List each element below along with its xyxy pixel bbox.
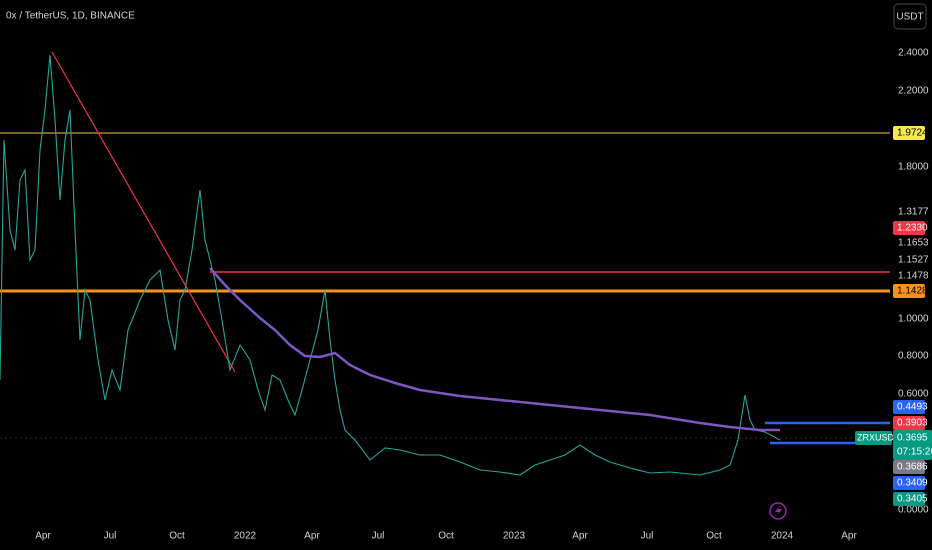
price-axis-label: 1.1653 bbox=[898, 238, 929, 249]
price-tag bbox=[893, 460, 925, 474]
time-axis-label: Apr bbox=[35, 531, 51, 542]
price-tag-label: 0.3903 bbox=[897, 418, 928, 429]
time-axis-label: Oct bbox=[438, 531, 454, 542]
price-tag bbox=[893, 492, 925, 506]
price-tag bbox=[893, 284, 925, 298]
currency-button[interactable] bbox=[893, 3, 927, 30]
time-axis-label: Apr bbox=[572, 531, 588, 542]
price-tag-label: 0.4493 bbox=[897, 402, 928, 413]
price-axis-label: 2.4000 bbox=[898, 48, 929, 59]
price-tag-label: 1.2330 bbox=[897, 223, 928, 234]
event-icon-bolt bbox=[775, 505, 782, 517]
symbol-tag-name: ZRXUSDT bbox=[857, 432, 900, 442]
price-axis-label: 0.8000 bbox=[898, 351, 929, 362]
time-axis-label: Jul bbox=[104, 531, 117, 542]
currency-button-label[interactable]: USDT bbox=[896, 12, 923, 23]
price-axis-label: 1.0000 bbox=[898, 314, 929, 325]
moving-average bbox=[209, 267, 780, 432]
price-tag-label: 0.3405 bbox=[897, 494, 928, 505]
time-axis-label: Apr bbox=[304, 531, 320, 542]
price-axis-label: 1.3177 bbox=[898, 207, 929, 218]
symbol-price-tag bbox=[893, 430, 932, 460]
time-axis-label: 2024 bbox=[771, 531, 794, 542]
event-icon[interactable] bbox=[769, 502, 787, 520]
price-series bbox=[0, 54, 781, 476]
price-tag-label: 0.3686 bbox=[897, 462, 928, 473]
price-tag bbox=[893, 476, 925, 490]
price-axis-label: 2.2000 bbox=[898, 86, 929, 97]
symbol-price: 0.3695 bbox=[897, 433, 928, 444]
price-tag-label: 1.1428 bbox=[897, 286, 928, 297]
trend-line bbox=[51, 51, 236, 373]
price-tag-label: 0.3409 bbox=[897, 478, 928, 489]
time-axis-label: Oct bbox=[169, 531, 185, 542]
price-tag bbox=[893, 400, 925, 414]
price-axis-label: 0.0000 bbox=[898, 505, 929, 516]
plot-area bbox=[0, 51, 890, 520]
price-tag bbox=[893, 221, 925, 235]
time-axis-label: 2023 bbox=[503, 531, 526, 542]
price-axis-label: 0.6000 bbox=[898, 389, 929, 400]
price-tag bbox=[893, 126, 925, 140]
time-axis-label: 2022 bbox=[234, 531, 257, 542]
price-tag bbox=[893, 416, 925, 430]
time-axis-label: Apr bbox=[841, 531, 857, 542]
price-axis-label: 1.8000 bbox=[898, 162, 929, 173]
symbol-tag bbox=[855, 431, 892, 445]
bar-countdown: 07:15:26 bbox=[897, 447, 932, 458]
time-axis-label: Jul bbox=[372, 531, 385, 542]
time-axis-label: Oct bbox=[706, 531, 722, 542]
symbol-title: 0x / TetherUS, 1D, BINANCE bbox=[6, 11, 135, 22]
price-tag-label: 1.9724 bbox=[897, 128, 928, 139]
price-axis-label: 1.1478 bbox=[898, 271, 929, 282]
time-axis-label: Jul bbox=[641, 531, 654, 542]
price-axis-label: 1.1527 bbox=[898, 255, 929, 266]
